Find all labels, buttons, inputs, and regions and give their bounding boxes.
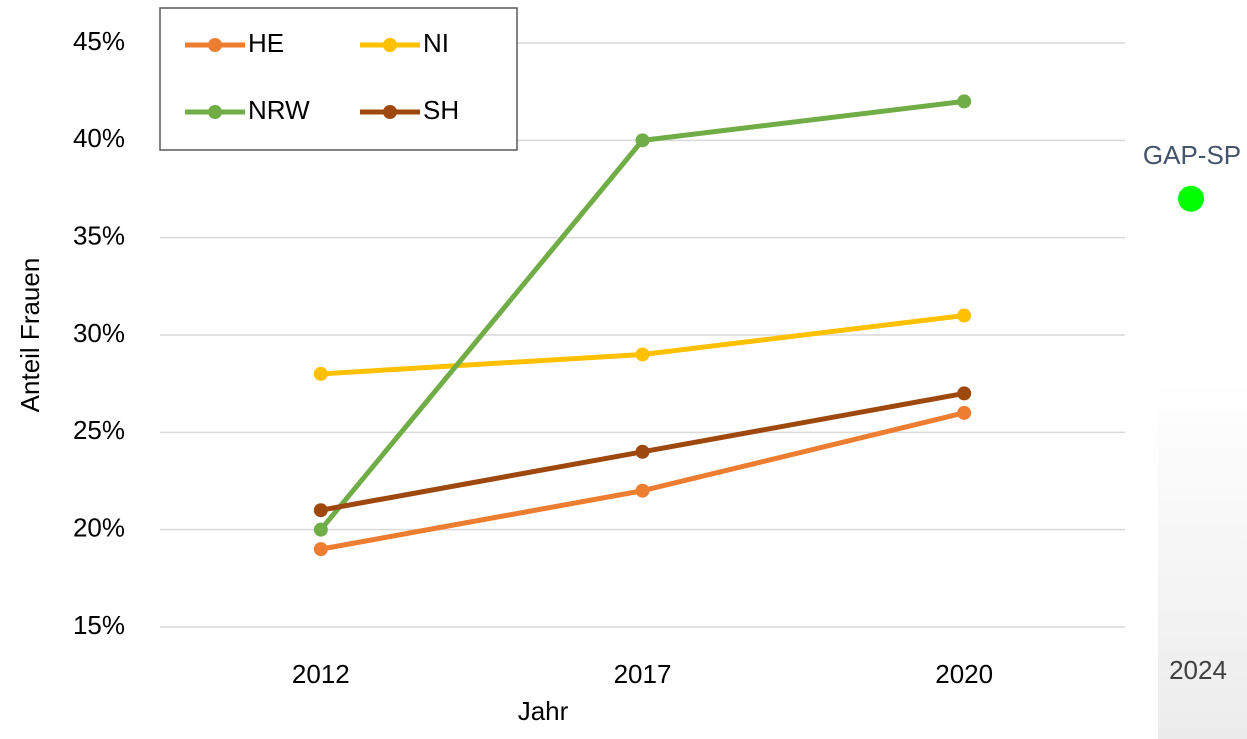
y-tick-label: 30%	[73, 318, 125, 348]
y-tick-label: 40%	[73, 123, 125, 153]
x-tick-label: 2017	[614, 659, 672, 689]
x-tick-label: 2012	[292, 659, 350, 689]
annotation-point	[1178, 185, 1204, 212]
legend-box	[159, 7, 518, 151]
y-axis-title: Anteil Frauen	[15, 258, 45, 413]
point	[957, 405, 972, 420]
point	[313, 366, 328, 381]
point	[313, 503, 328, 518]
side-panel	[1158, 380, 1247, 739]
annotation-category: 2024	[1169, 655, 1227, 685]
annotation-label: GAP-SP	[1143, 140, 1241, 170]
point	[957, 386, 972, 401]
point	[635, 483, 650, 498]
point	[635, 444, 650, 459]
legend-label: HE	[248, 28, 284, 58]
x-tick-label: 2020	[935, 659, 993, 689]
series-line	[318, 98, 965, 532]
point	[635, 133, 650, 148]
series-line	[320, 313, 965, 377]
y-tick-label: 45%	[73, 26, 125, 56]
point	[313, 522, 328, 537]
legend-label: SH	[423, 95, 459, 125]
point	[957, 94, 972, 109]
y-tick-label: 35%	[73, 221, 125, 251]
legend-label: NI	[423, 28, 449, 58]
y-tick-label: 25%	[73, 415, 125, 445]
x-axis-title: Jahr	[518, 696, 569, 726]
legend-marker	[383, 105, 397, 119]
legend-marker	[208, 105, 222, 119]
legend-marker	[383, 38, 397, 52]
legend-label: NRW	[248, 95, 310, 125]
point	[635, 347, 650, 362]
series-line	[320, 410, 965, 552]
legend-marker	[208, 38, 222, 52]
y-tick-label: 20%	[73, 513, 125, 543]
y-tick-label: 15%	[73, 610, 125, 640]
point	[313, 542, 328, 557]
point	[957, 308, 972, 323]
